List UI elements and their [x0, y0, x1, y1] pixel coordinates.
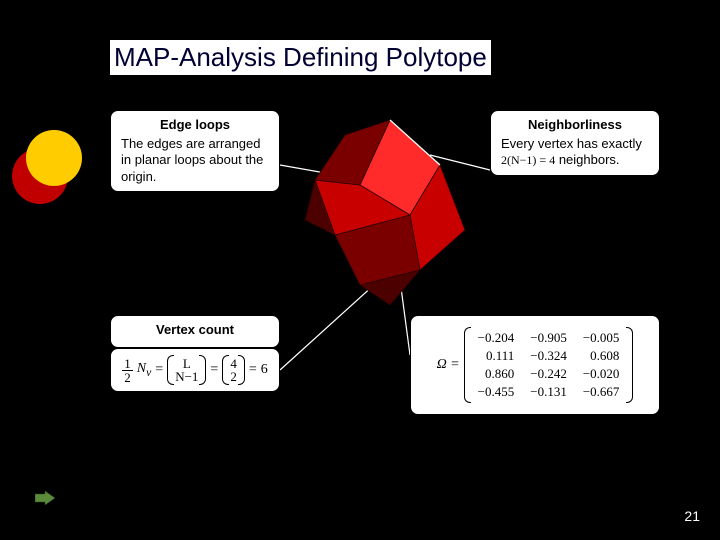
yellow-circle: [26, 130, 82, 186]
omega-matrix-table: −0.204−0.905−0.0050.111−0.3240.6080.860−…: [470, 329, 628, 401]
matrix-cell: 0.111: [470, 347, 523, 365]
equals-1: =: [155, 362, 163, 378]
callout-neighborliness: Neighborliness Every vertex has exactly …: [490, 110, 660, 176]
binomial-42: 4 2: [222, 357, 245, 383]
matrix-cell: −0.131: [522, 383, 575, 401]
vertex-result: 6: [261, 362, 268, 378]
equals-2: =: [210, 362, 218, 378]
page-number: 21: [684, 508, 700, 524]
matrix-cell: 0.608: [575, 347, 628, 365]
slide-content: MAP-Analysis Defining Polytope Edge loop…: [110, 40, 670, 510]
neighbor-prefix: Every vertex has exactly: [501, 136, 642, 151]
callout-edge-loops-title: Edge loops: [121, 117, 269, 132]
matrix-cell: −0.905: [522, 329, 575, 347]
omega-matrix-body: −0.204−0.905−0.0050.111−0.3240.6080.860−…: [464, 329, 634, 401]
callout-vertex-count: Vertex count: [110, 315, 280, 348]
equals-3: =: [249, 362, 257, 378]
callout-edge-loops-body: The edges are arranged in planar loops a…: [121, 136, 269, 185]
neighbor-formula: 2(N−1) = 4: [501, 153, 555, 167]
callout-vertex-count-title: Vertex count: [121, 322, 269, 337]
matrix-cell: 0.860: [470, 365, 523, 383]
callout-neighborliness-body: Every vertex has exactly 2(N−1) = 4 neig…: [501, 136, 649, 169]
callout-neighborliness-title: Neighborliness: [501, 117, 649, 132]
fraction-half: 1 2: [122, 357, 133, 384]
polytope-svg: [290, 110, 490, 310]
polytope-render: [290, 110, 490, 310]
matrix-cell: −0.242: [522, 365, 575, 383]
matrix-cell: −0.020: [575, 365, 628, 383]
matrix-cell: −0.204: [470, 329, 523, 347]
matrix-cell: −0.324: [522, 347, 575, 365]
symbol-nv: Nv: [137, 361, 152, 379]
vertex-count-formula: 1 2 Nv = L N−1 = 4 2 = 6: [110, 348, 280, 392]
callout-edge-loops: Edge loops The edges are arranged in pla…: [110, 110, 280, 192]
matrix-cell: −0.667: [575, 383, 628, 401]
omega-symbol: Ω =: [437, 357, 460, 373]
decorative-corner-circles: [12, 130, 92, 210]
matrix-cell: −0.455: [470, 383, 523, 401]
neighbor-suffix: neighbors.: [559, 152, 620, 167]
slide-title: MAP-Analysis Defining Polytope: [110, 40, 491, 77]
omega-matrix: Ω = −0.204−0.905−0.005 0.111−0.3240.608 0.…: [410, 315, 660, 415]
next-arrow-icon[interactable]: [35, 491, 55, 505]
binomial-LN: L N−1: [167, 357, 206, 383]
matrix-cell: −0.005: [575, 329, 628, 347]
